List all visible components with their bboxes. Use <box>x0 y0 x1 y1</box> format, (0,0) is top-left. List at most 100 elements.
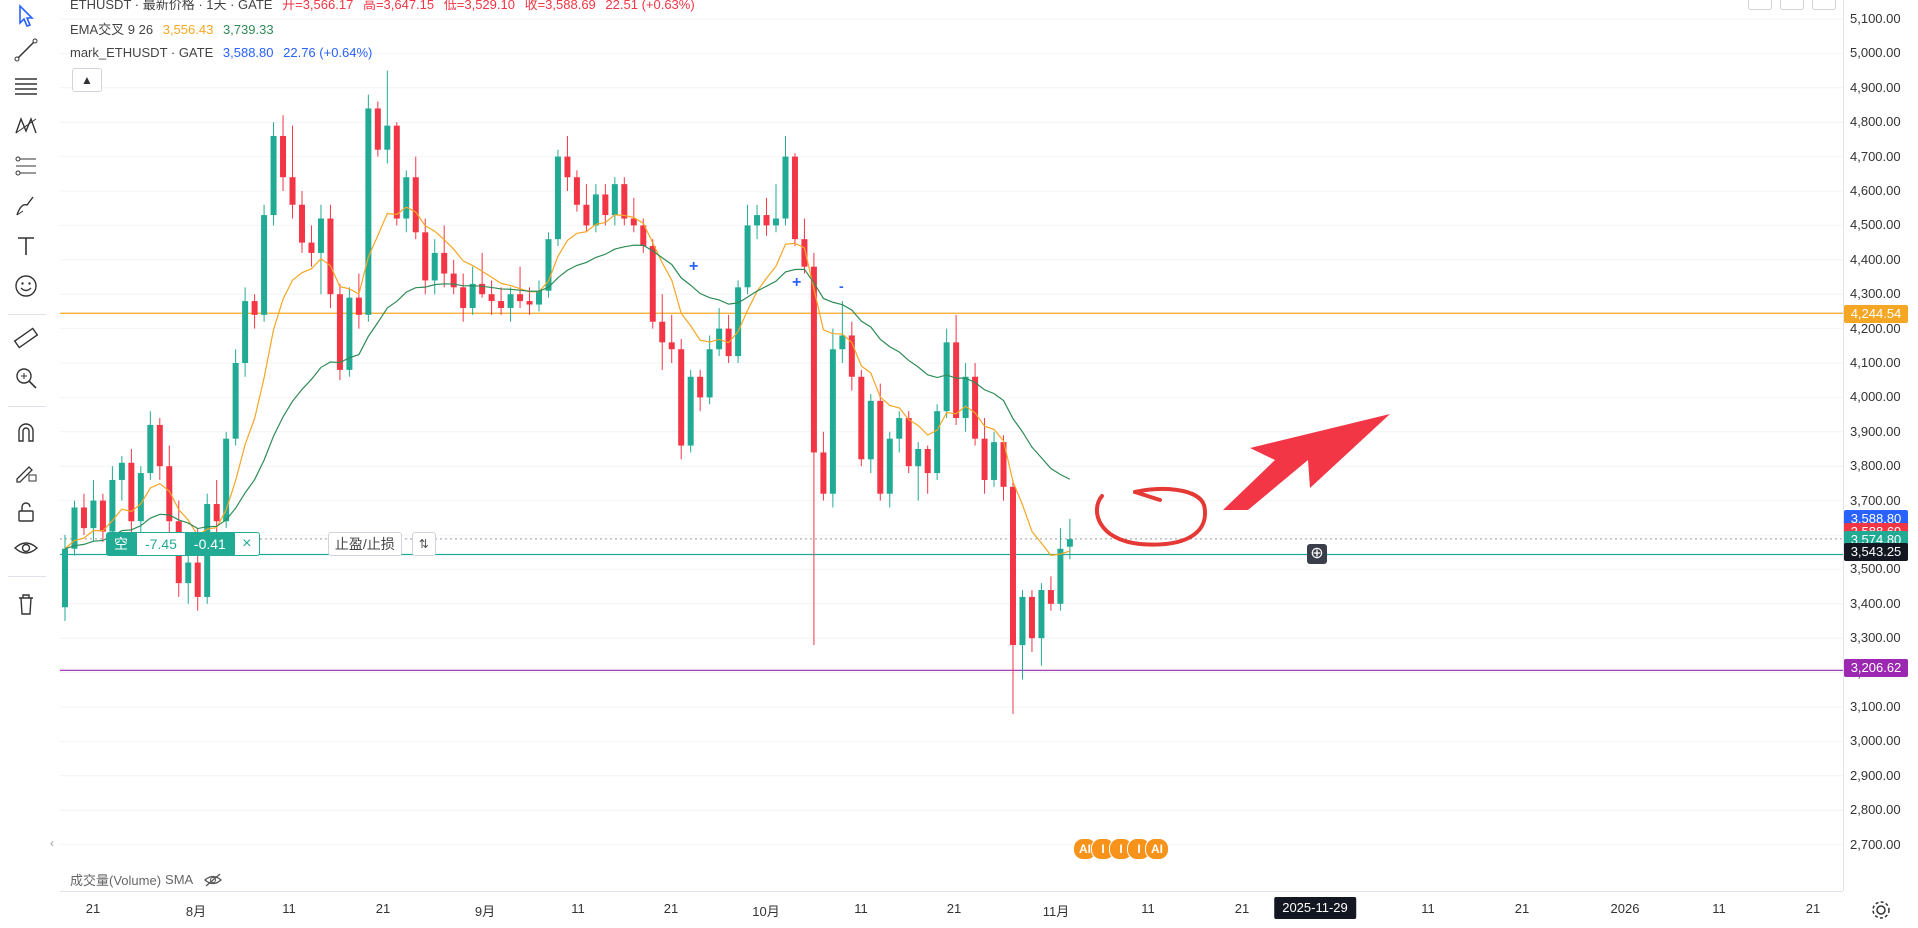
signal-markers: + + - <box>689 258 844 294</box>
candle-body <box>545 239 552 291</box>
mark-price: 3,588.80 <box>222 45 274 60</box>
cursor-icon[interactable] <box>12 2 40 30</box>
candle-body <box>962 376 969 419</box>
price-tick-label: 5,000.00 <box>1850 45 1901 61</box>
emoji-icon[interactable] <box>12 272 40 300</box>
mark-price-legend[interactable]: mark_ETHUSDT · GATE 3,588.80 22.76 (+0.6… <box>70 45 378 60</box>
minimize-button[interactable] <box>1748 0 1772 10</box>
candle-body <box>71 507 78 549</box>
candle-body <box>839 335 846 350</box>
candle-body <box>953 342 960 419</box>
candle-body <box>479 283 486 295</box>
ema-fast-line <box>64 206 1071 556</box>
candle-body <box>441 252 448 274</box>
chart-window-buttons <box>1748 0 1836 10</box>
time-tick-label: 21 <box>1234 901 1250 916</box>
add-order-icon[interactable]: ⊕ <box>1307 544 1327 564</box>
horizontal-lines <box>60 312 1843 671</box>
eye-icon[interactable] <box>12 534 40 562</box>
candle-body <box>763 215 770 226</box>
symbol-title[interactable]: ETHUSDT · 最新价格 · 1天 · GATE <box>70 0 273 12</box>
pattern-icon[interactable] <box>12 112 40 140</box>
toolbar-divider <box>8 406 46 407</box>
candle-body <box>810 266 817 453</box>
price-tick-label: 2,800.00 <box>1850 802 1901 818</box>
candle-body <box>147 424 154 474</box>
annotation-arrow <box>1223 414 1390 510</box>
candle-body <box>706 349 713 398</box>
volume-ma: SMA <box>165 872 194 887</box>
candle-body <box>915 449 922 467</box>
ruler-icon[interactable] <box>12 324 40 352</box>
chevron-left-icon[interactable]: ‹ <box>50 836 54 850</box>
ai-badges[interactable]: AI I I I AI <box>1073 838 1169 860</box>
ema-name: EMA交叉 9 26 <box>70 22 154 37</box>
tpsl-button[interactable]: 止盈/止损 <box>327 532 402 556</box>
candle-body <box>564 156 571 178</box>
candle-body <box>280 135 287 178</box>
price-tick-label: 4,600.00 <box>1850 183 1901 198</box>
candle-body <box>517 294 524 302</box>
lock-icon[interactable] <box>12 498 40 526</box>
candlestick-chart: + + - <box>60 18 1843 846</box>
candle-body <box>697 376 704 398</box>
price-tick-label: 3,400.00 <box>1850 595 1901 611</box>
candle-body <box>630 218 637 226</box>
ema-legend[interactable]: EMA交叉 9 26 3,556.43 3,739.33 <box>70 19 280 38</box>
gear-icon[interactable] <box>1870 899 1892 921</box>
position-qty: -0.41 <box>185 532 234 556</box>
position-line[interactable]: 空 -7.45 -0.41 × 止盈/止损 ⇅ <box>106 532 436 556</box>
candle-body <box>507 294 514 308</box>
candle-body <box>99 500 106 532</box>
price-tick-label: 3,300.00 <box>1850 630 1901 646</box>
magnet-icon[interactable] <box>12 418 40 446</box>
candle-body <box>744 225 751 288</box>
time-tick-label: 11 <box>854 901 868 916</box>
zoom-in-icon[interactable] <box>12 364 40 392</box>
ai-badge[interactable]: AI <box>1145 838 1169 860</box>
candle-body <box>773 218 779 226</box>
candle-body <box>422 232 429 281</box>
candle-body <box>877 400 884 494</box>
time-axis[interactable]: 21 8月 11 21 9月 11 21 10月 11 21 11月 11 21 11 21 2026 11 21… <box>60 891 1843 928</box>
swap-icon[interactable]: ⇅ <box>411 532 436 556</box>
time-tick-label: 11 <box>1712 901 1726 916</box>
candle-body <box>820 452 827 494</box>
candle-body <box>346 297 353 370</box>
chart-area[interactable]: + + - <box>60 0 1843 891</box>
close-position-button[interactable]: × <box>233 532 260 556</box>
position-side: 空 <box>106 532 136 556</box>
candle-body <box>829 349 836 494</box>
text-icon[interactable] <box>12 232 40 260</box>
price-label: 4,244.54 <box>1844 305 1908 323</box>
price-tick-label: 3,900.00 <box>1850 423 1901 439</box>
brush-icon[interactable] <box>12 192 40 220</box>
volume-name: 成交量(Volume) <box>70 873 162 888</box>
horizontal-lines-icon[interactable] <box>12 72 40 100</box>
mark-change: 22.76 (+0.64%) <box>283 45 373 60</box>
price-tick-label: 3,100.00 <box>1850 699 1901 714</box>
candle-body <box>251 301 258 315</box>
candle-body <box>336 294 343 370</box>
restore-button[interactable] <box>1812 0 1836 10</box>
volume-legend[interactable]: 成交量(Volume) SMA <box>70 870 223 889</box>
fib-icon[interactable] <box>12 152 40 180</box>
collapse-legend-button[interactable]: ▲ <box>72 68 102 92</box>
time-tick-label: 11 <box>1141 901 1155 916</box>
ohlc-open: 开=3,566.17 <box>282 0 354 12</box>
toolbar-divider <box>8 314 46 315</box>
candle-body <box>317 218 324 253</box>
eye-off-icon[interactable] <box>203 872 223 888</box>
trash-icon[interactable] <box>12 590 40 618</box>
time-tick-label: 21 <box>946 901 962 916</box>
price-tick-label: 4,000.00 <box>1850 389 1901 405</box>
candle-body <box>602 194 609 216</box>
maximize-button[interactable] <box>1780 0 1804 10</box>
candles <box>62 70 1073 714</box>
candle-body <box>118 462 125 480</box>
price-axis[interactable]: 5,100.00 5,000.00 4,900.00 4,800.00 4,700.00… <box>1843 0 1918 891</box>
pencil-lock-icon[interactable] <box>12 458 40 486</box>
trend-line-icon[interactable] <box>12 36 40 64</box>
candle-body <box>80 507 87 529</box>
candle-body <box>403 177 410 219</box>
